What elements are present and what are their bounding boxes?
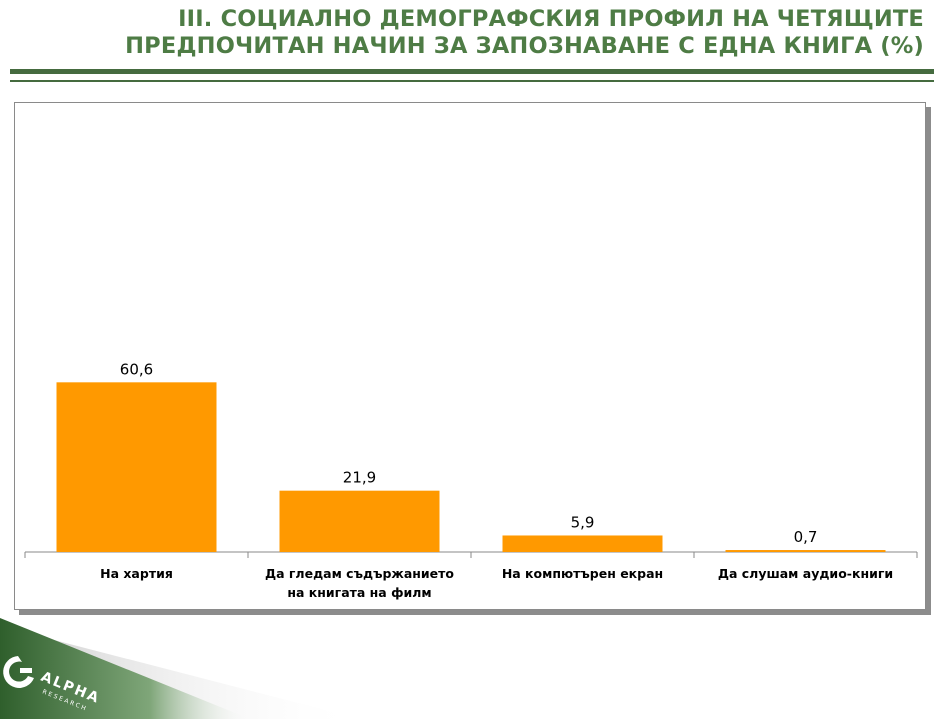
x-tick-label-1: На хартия — [100, 566, 173, 581]
bar-chart: 60,6 На хартия 21,9 Да гледам съдържанието н… — [24, 360, 918, 600]
x-tick-label-3: На компютърен екран — [502, 566, 663, 581]
bar-2 — [279, 490, 440, 552]
data-label-1: 60,6 — [120, 360, 153, 378]
page-title-line-2: ПРЕДПОЧИТАН НАЧИН ЗА ЗАПОЗНАВАНЕ С ЕДНА … — [125, 33, 924, 59]
alpha-research-logo: ALPHA RESEARCH — [0, 618, 360, 719]
title-rule-thick — [10, 69, 934, 74]
logo-mark-icon — [3, 656, 34, 688]
page-title: III. СОЦИАЛНО ДЕМОГРАФСКИЯ ПРОФИЛ НА ЧЕТ… — [24, 6, 924, 60]
bar-3 — [502, 535, 663, 552]
x-tick-label-2-line-2: на книгата на филм — [287, 585, 431, 600]
logo-swoosh-dark — [0, 618, 250, 719]
bar-4 — [725, 550, 886, 552]
title-rule-thin — [10, 80, 934, 82]
bar-1 — [56, 382, 217, 552]
page-title-line-1: III. СОЦИАЛНО ДЕМОГРАФСКИЯ ПРОФИЛ НА ЧЕТ… — [178, 6, 924, 32]
chart-frame: 60,6 На хартия 21,9 Да гледам съдържанието н… — [14, 102, 926, 610]
x-tick-label-2-line-1: Да гледам съдържанието — [265, 566, 454, 581]
data-label-2: 21,9 — [343, 469, 376, 487]
data-label-4: 0,7 — [794, 528, 818, 546]
x-tick-label-4: Да слушам аудио-книги — [718, 566, 893, 581]
data-label-3: 5,9 — [571, 513, 595, 531]
